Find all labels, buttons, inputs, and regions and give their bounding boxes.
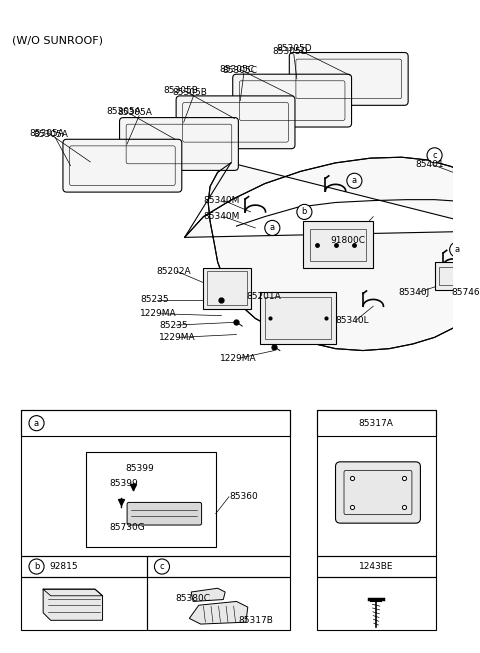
Bar xyxy=(147,577,290,629)
Text: c: c xyxy=(432,151,437,160)
Bar xyxy=(22,556,147,577)
Polygon shape xyxy=(43,589,103,620)
Circle shape xyxy=(29,559,44,574)
Bar xyxy=(434,262,480,290)
FancyBboxPatch shape xyxy=(127,502,202,525)
FancyBboxPatch shape xyxy=(336,462,420,523)
Text: 85305C: 85305C xyxy=(219,65,254,74)
Bar xyxy=(317,577,436,629)
Bar xyxy=(22,410,290,436)
Text: b: b xyxy=(302,208,307,216)
Text: 85305A: 85305A xyxy=(107,108,141,116)
Circle shape xyxy=(427,148,442,163)
Text: 85317A: 85317A xyxy=(359,419,394,428)
Text: 85340L: 85340L xyxy=(336,316,369,325)
Text: a: a xyxy=(270,223,275,232)
Bar xyxy=(204,268,251,309)
Circle shape xyxy=(297,204,312,219)
Bar xyxy=(317,410,436,556)
FancyBboxPatch shape xyxy=(289,52,408,105)
Bar xyxy=(85,453,216,547)
Circle shape xyxy=(265,221,280,236)
Text: 85399: 85399 xyxy=(125,464,154,473)
Bar xyxy=(260,292,336,344)
Text: 1243BE: 1243BE xyxy=(359,562,393,571)
Text: 85746: 85746 xyxy=(452,287,480,296)
Bar xyxy=(302,221,373,268)
Bar xyxy=(22,410,290,556)
Polygon shape xyxy=(189,601,248,624)
Bar xyxy=(317,556,436,577)
Text: 91800C: 91800C xyxy=(331,236,366,245)
Circle shape xyxy=(473,204,480,211)
Text: 85401: 85401 xyxy=(416,160,444,169)
FancyBboxPatch shape xyxy=(63,139,182,192)
Text: 85305D: 85305D xyxy=(272,47,308,56)
Text: 85202A: 85202A xyxy=(156,267,191,276)
Circle shape xyxy=(29,415,44,431)
Text: 85201A: 85201A xyxy=(246,293,281,301)
Text: a: a xyxy=(455,245,460,254)
Text: 85235: 85235 xyxy=(140,295,169,304)
Text: 1229MA: 1229MA xyxy=(140,310,177,318)
Text: c: c xyxy=(160,562,164,571)
Text: 85317B: 85317B xyxy=(239,616,273,625)
Bar xyxy=(265,297,331,339)
Text: 85305A: 85305A xyxy=(29,129,64,138)
Circle shape xyxy=(450,242,465,257)
Text: 85340J: 85340J xyxy=(399,287,430,296)
Bar xyxy=(22,577,147,629)
Text: 92815: 92815 xyxy=(50,562,78,571)
Circle shape xyxy=(155,559,169,574)
Bar xyxy=(310,229,366,261)
Text: 85305A: 85305A xyxy=(34,130,69,139)
Text: 85305C: 85305C xyxy=(222,66,257,75)
Text: 85235: 85235 xyxy=(159,321,188,330)
Polygon shape xyxy=(185,157,480,351)
Text: 1229MA: 1229MA xyxy=(159,333,196,342)
Text: 85305B: 85305B xyxy=(172,88,207,97)
Text: b: b xyxy=(34,562,39,571)
Polygon shape xyxy=(191,588,225,601)
Text: 85399: 85399 xyxy=(109,479,138,488)
Text: 85730G: 85730G xyxy=(109,523,145,532)
Text: 1229MA: 1229MA xyxy=(219,353,256,362)
Circle shape xyxy=(347,173,362,188)
FancyBboxPatch shape xyxy=(176,96,295,149)
Text: 85340M: 85340M xyxy=(204,196,240,205)
Bar xyxy=(439,266,475,285)
Text: a: a xyxy=(34,419,39,428)
Bar xyxy=(207,272,247,306)
Circle shape xyxy=(459,173,467,181)
FancyBboxPatch shape xyxy=(233,74,351,127)
Text: 85340M: 85340M xyxy=(204,212,240,221)
Text: 85305A: 85305A xyxy=(118,108,153,118)
Text: 85380C: 85380C xyxy=(175,594,210,603)
Bar xyxy=(147,556,290,577)
Bar xyxy=(317,410,436,436)
Text: 85360: 85360 xyxy=(229,492,258,502)
Text: 85305D: 85305D xyxy=(276,44,312,54)
Text: a: a xyxy=(352,176,357,185)
Text: 85305B: 85305B xyxy=(163,86,198,95)
Text: (W/O SUNROOF): (W/O SUNROOF) xyxy=(12,35,103,46)
FancyBboxPatch shape xyxy=(120,118,239,170)
